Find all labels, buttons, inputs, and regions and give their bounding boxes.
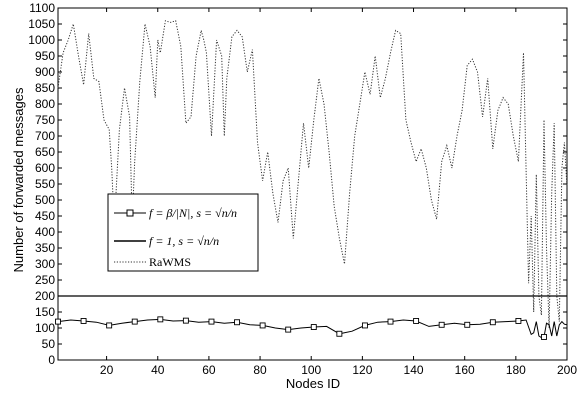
y-tick-label: 800 (35, 97, 55, 111)
y-tick-label: 900 (35, 65, 55, 79)
data-point-marker (80, 318, 87, 324)
x-tick-label: 60 (202, 363, 216, 377)
x-tick-label: 120 (352, 363, 372, 377)
x-tick-label: 160 (455, 363, 475, 377)
y-tick-label: 0 (48, 353, 55, 367)
data-point-marker (515, 318, 522, 324)
x-tick-label: 140 (404, 363, 424, 377)
y-tick-label: 850 (35, 81, 55, 95)
x-axis: 20 40 60 80 100 120 140 160 180 200 (100, 8, 577, 377)
data-point-marker (285, 326, 292, 333)
legend-marker-beta (126, 209, 134, 217)
data-point-marker (438, 321, 445, 328)
y-tick-label: 650 (35, 145, 55, 159)
x-tick-label: 180 (506, 363, 526, 377)
data-point-marker (234, 319, 240, 326)
legend-label-beta: f = β/|N|, s = √n/n (149, 206, 237, 220)
y-tick-label: 700 (35, 129, 55, 143)
y-tick-label: 750 (35, 113, 55, 127)
data-point-marker (55, 318, 61, 325)
y-tick-label: 350 (35, 241, 55, 255)
data-point-marker (208, 318, 215, 325)
y-tick-label: 400 (35, 225, 55, 239)
data-point-marker (310, 324, 317, 330)
data-point-marker (413, 318, 420, 324)
data-point-marker (464, 321, 471, 328)
data-point-marker (131, 318, 138, 325)
plot-frame (57, 7, 568, 361)
y-tick-label: 950 (35, 49, 55, 63)
x-tick-label: 40 (151, 363, 165, 377)
y-tick-label: 1050 (28, 17, 55, 31)
series-layer (55, 20, 568, 340)
y-tick-label: 300 (35, 257, 55, 271)
x-tick-label: 100 (301, 363, 321, 377)
data-point-marker (182, 317, 189, 324)
x-tick-label: 20 (100, 363, 114, 377)
y-tick-label: 150 (35, 305, 55, 319)
legend-box (107, 193, 259, 272)
y-tick-label: 200 (35, 289, 55, 303)
legend-label-one: f = 1, s = √n/n (149, 234, 219, 248)
y-tick-label: 600 (35, 161, 55, 175)
legend: f = β/|N|, s = √n/n f = 1, s = √n/n RaWM… (107, 193, 259, 272)
x-tick-label: 200 (557, 363, 577, 377)
x-tick-label: 80 (253, 363, 267, 377)
data-point-marker (541, 334, 547, 340)
data-point-marker (157, 316, 164, 323)
data-point-marker (106, 322, 113, 329)
x-axis-label: Nodes ID (286, 376, 340, 391)
y-tick-label: 550 (35, 177, 55, 191)
data-point-marker (387, 318, 394, 325)
y-tick-label: 450 (35, 209, 55, 223)
y-tick-label: 100 (35, 321, 55, 335)
y-tick-label: 500 (35, 193, 55, 207)
y-tick-label: 250 (35, 273, 55, 287)
plot-area (57, 7, 568, 361)
y-axis: 0 50 100 150 200 250 300 350 400 450 500 550 600 650 7… (28, 1, 567, 367)
data-point-marker (361, 322, 368, 329)
series-line-dotted (57, 20, 568, 329)
data-point-marker (336, 330, 343, 337)
data-point-marker (259, 322, 266, 329)
y-tick-label: 50 (42, 337, 56, 351)
data-point-marker (489, 319, 496, 326)
y-axis-label: Number of forwarded messages (11, 87, 26, 272)
y-tick-label: 1100 (29, 1, 55, 15)
y-tick-label: 1000 (28, 33, 55, 47)
legend-label-rawms: RaWMS (149, 255, 191, 269)
